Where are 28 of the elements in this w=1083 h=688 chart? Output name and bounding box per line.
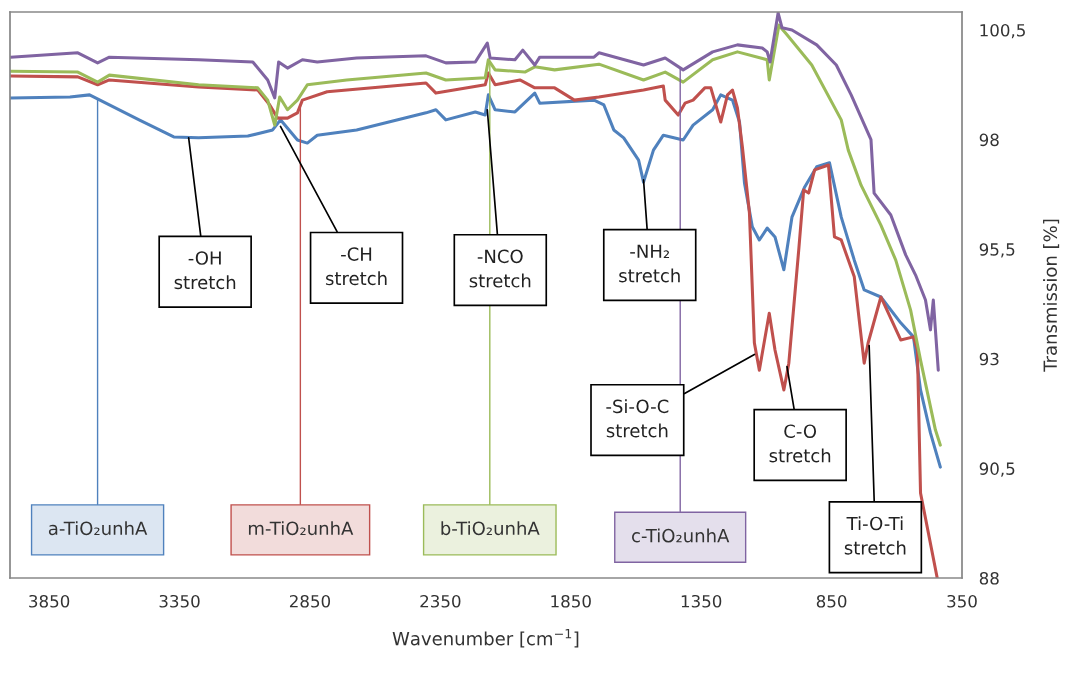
y-tick-label: 95,5 xyxy=(979,243,1015,258)
y-tick-label: 88 xyxy=(979,571,999,585)
annotation: -NCO stretch xyxy=(469,249,531,288)
y-axis-title: Transmission [%] xyxy=(1043,219,1060,372)
x-tick-label: 2850 xyxy=(289,594,331,608)
x-tick-label: 2350 xyxy=(420,594,461,608)
x-axis-title: Wavenumber [cm$^{−1}$] xyxy=(392,629,579,648)
x-tick-label: 1850 xyxy=(551,594,591,608)
x-tick-label: 3350 xyxy=(159,594,200,608)
y-tick-label: 98 xyxy=(979,133,999,147)
line-series xyxy=(10,71,939,578)
annotation: -Si-O-C stretch xyxy=(606,399,669,438)
x-tick-label: 3850 xyxy=(29,594,70,608)
y-tick-label: 93 xyxy=(979,352,999,366)
x-tick-label: 850 xyxy=(816,594,847,608)
x-tick-label: 350 xyxy=(947,594,977,608)
annotation: C-O stretch xyxy=(769,424,831,463)
annotation: -CH stretch xyxy=(325,247,387,286)
x-tick-label: 1350 xyxy=(681,594,722,608)
text: a-TiO₂unhA xyxy=(48,521,148,536)
text: b-TiO₂unhA xyxy=(441,521,540,536)
text: m-TiO₂unhA xyxy=(248,521,354,536)
annotation: -OH stretch xyxy=(174,251,236,290)
annotation: Ti-O-Ti stretch xyxy=(844,516,906,555)
y-tick-label: 90,5 xyxy=(979,462,1015,477)
text: c-TiO₂unhA xyxy=(632,528,730,543)
annotation: -NH₂ stretch xyxy=(619,244,680,283)
y-tick-label: 100,5 xyxy=(980,23,1025,39)
